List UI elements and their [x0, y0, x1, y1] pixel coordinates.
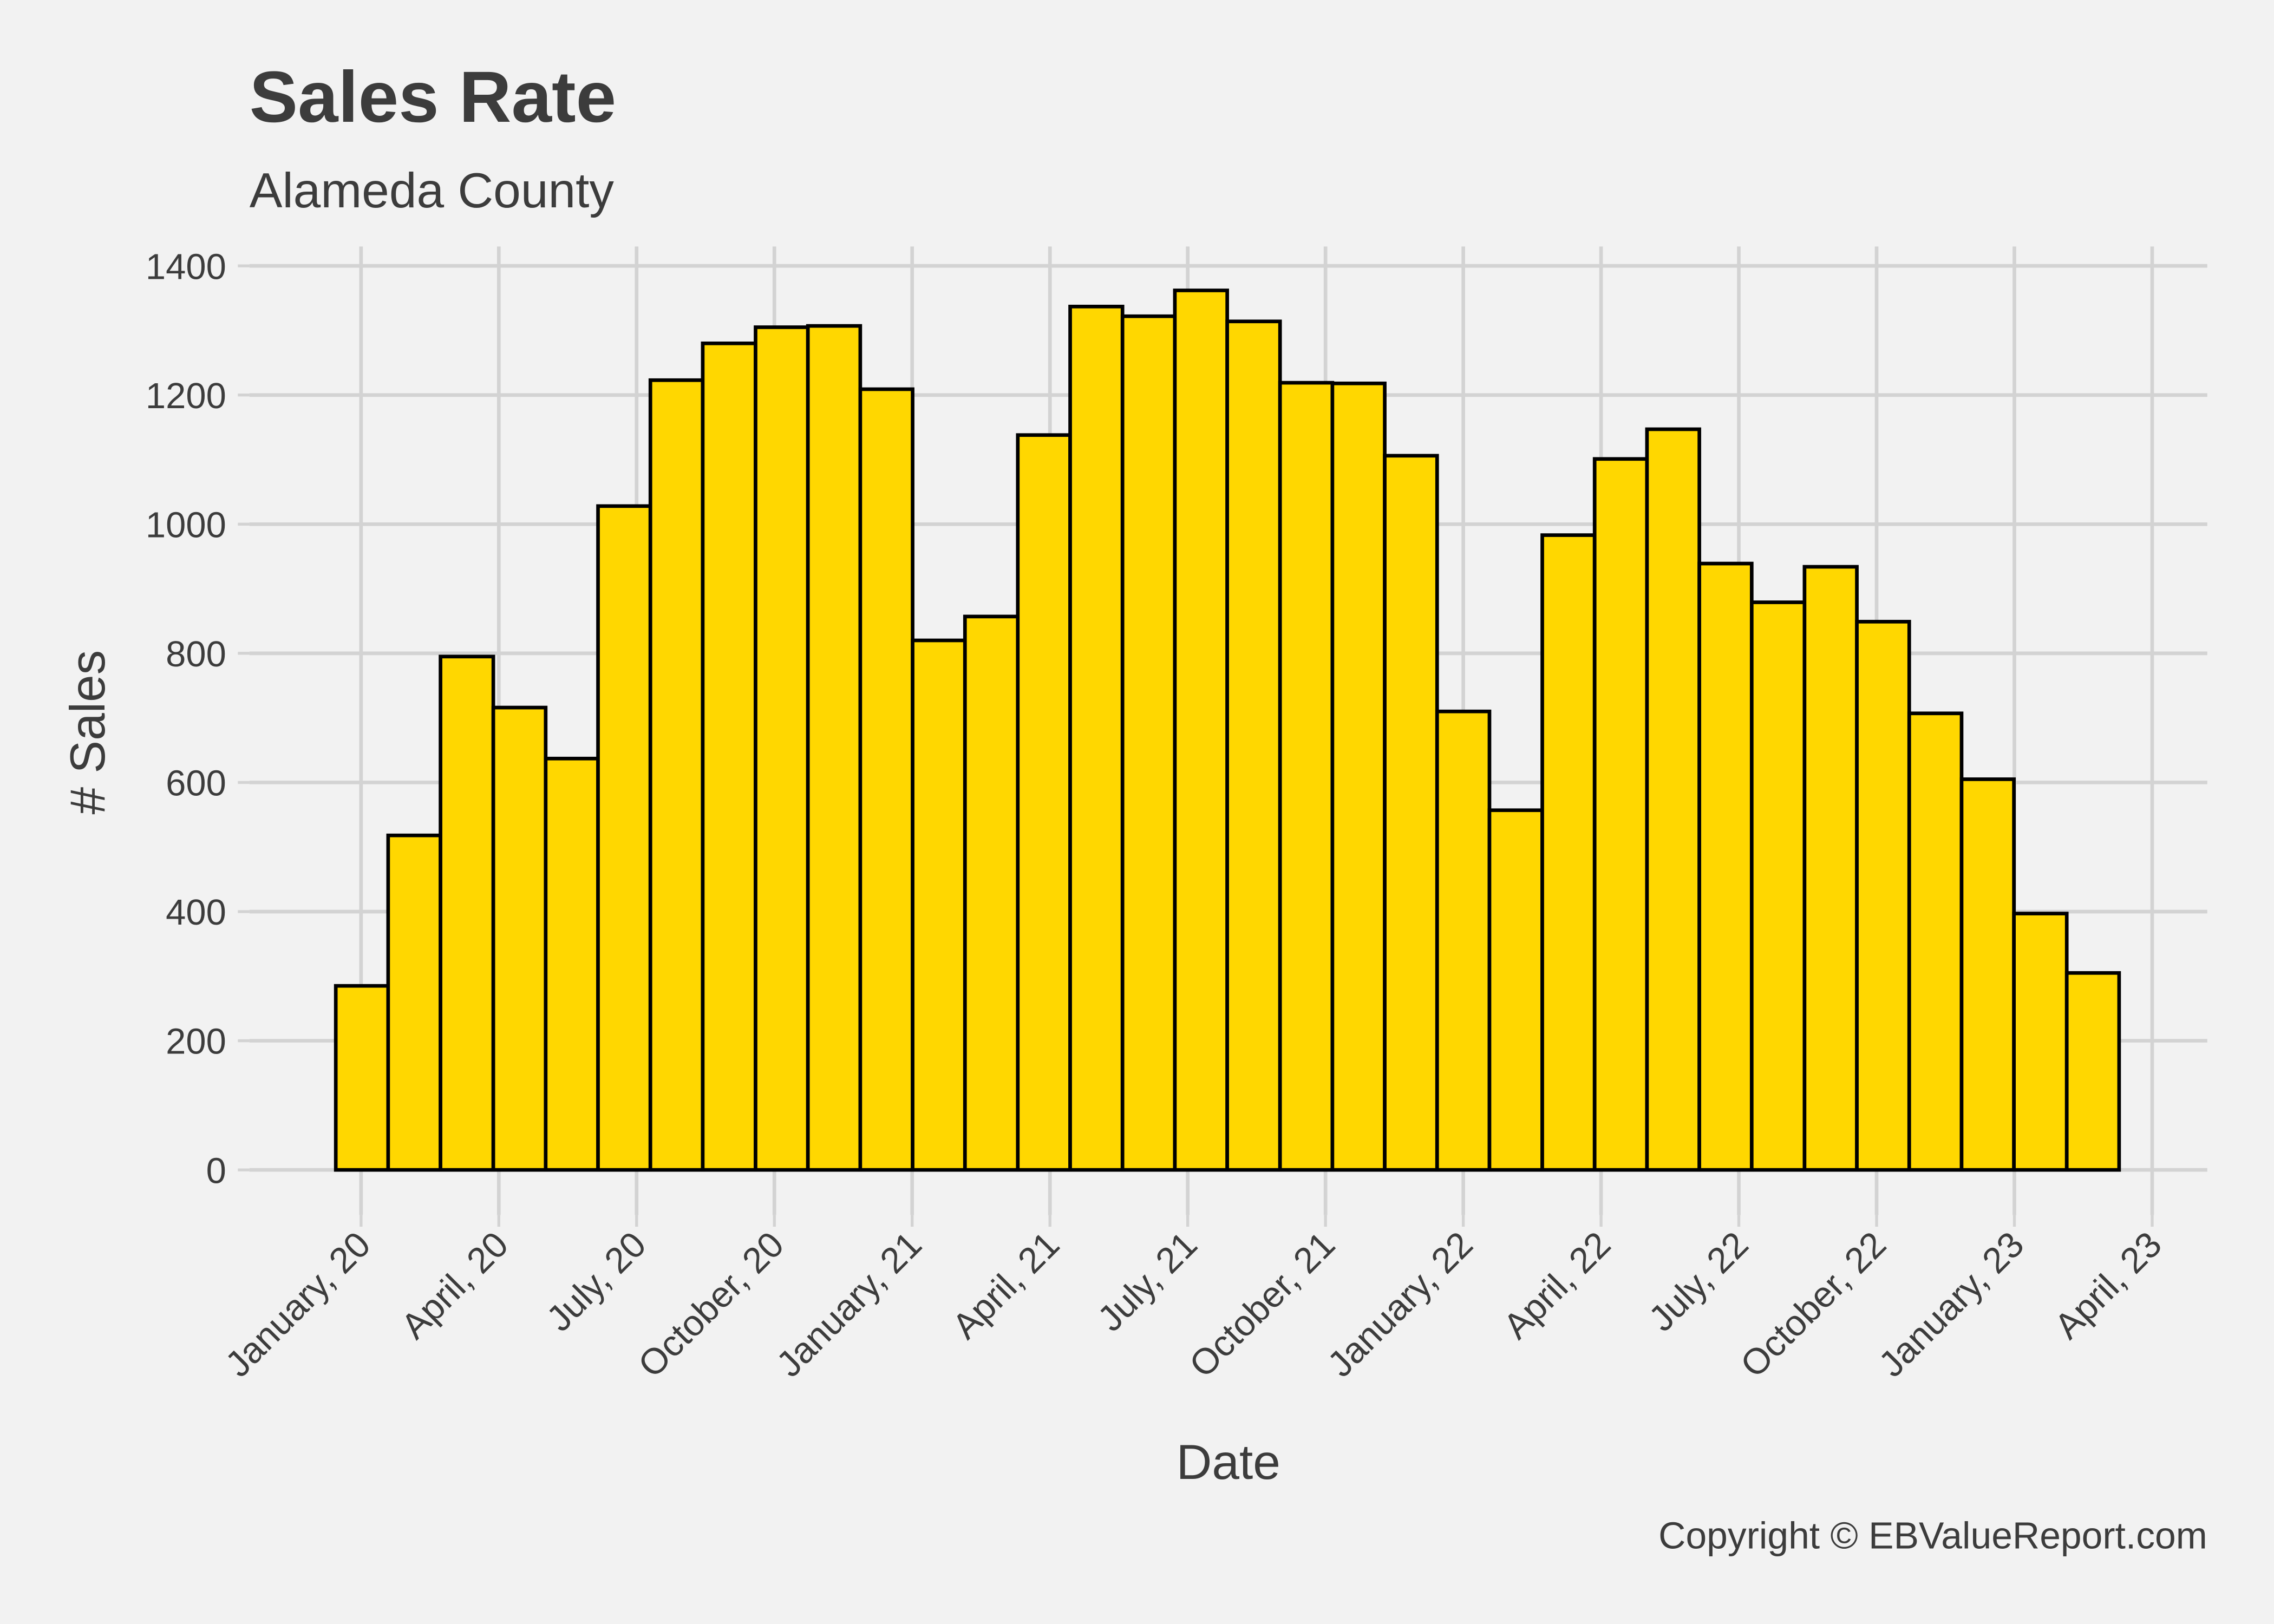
bar	[858, 387, 914, 1172]
y-tick-label: 1400	[146, 246, 226, 287]
y-axis-label: # Sales	[61, 650, 115, 815]
bar	[754, 325, 810, 1172]
y-tick-label: 200	[166, 1021, 226, 1062]
bar	[596, 504, 652, 1172]
bar	[1592, 457, 1649, 1172]
bar	[1855, 620, 1911, 1172]
bar	[1645, 427, 1701, 1172]
bar	[1120, 314, 1177, 1172]
bar	[701, 341, 757, 1172]
bar	[911, 638, 967, 1172]
y-tick-label: 400	[166, 892, 226, 933]
bar	[1068, 304, 1125, 1172]
bar	[1225, 319, 1282, 1172]
caption: Copyright © EBValueReport.com	[1658, 1515, 2207, 1557]
bar	[386, 833, 442, 1172]
bar	[1330, 381, 1387, 1172]
bar	[1802, 565, 1859, 1172]
bar	[1697, 561, 1754, 1172]
bar	[2012, 912, 2069, 1172]
bar	[491, 705, 548, 1172]
bar	[963, 614, 1020, 1172]
bar	[1540, 533, 1597, 1172]
bar	[544, 756, 600, 1172]
bar	[1749, 600, 1807, 1172]
bar	[1278, 381, 1335, 1172]
chart-title: Sales Rate	[250, 57, 616, 137]
y-tick-label: 0	[206, 1150, 226, 1191]
bar	[2064, 971, 2121, 1172]
bar	[1435, 709, 1492, 1172]
bar	[1487, 808, 1544, 1172]
bar	[806, 324, 862, 1172]
bar	[439, 654, 495, 1172]
chart-subtitle: Alameda County	[250, 163, 615, 218]
y-tick-label: 1000	[146, 505, 226, 545]
bar	[1907, 711, 1964, 1172]
bar	[334, 984, 390, 1172]
bar	[648, 378, 705, 1172]
bar	[1016, 433, 1072, 1172]
bar	[1173, 289, 1229, 1172]
x-axis-label: Date	[1177, 1435, 1280, 1490]
y-tick-label: 1200	[146, 376, 226, 416]
bar	[1383, 454, 1439, 1172]
bar	[1959, 777, 2016, 1172]
y-tick-label: 600	[166, 763, 226, 804]
y-tick-label: 800	[166, 634, 226, 675]
